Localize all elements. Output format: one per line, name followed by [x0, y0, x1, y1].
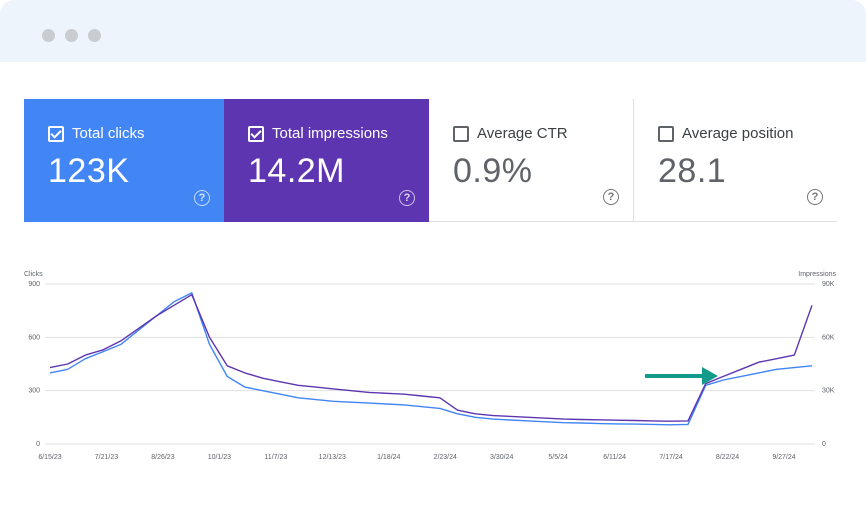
x-tick-label: 9/27/24	[772, 454, 795, 461]
x-tick-label: 12/13/23	[319, 454, 346, 461]
x-tick-label: 3/30/24	[490, 454, 513, 461]
clicks-series-line	[49, 292, 813, 426]
checkbox-checked-icon[interactable]	[48, 125, 64, 142]
metric-label: Average CTR	[477, 125, 568, 142]
metric-value: 14.2M	[248, 152, 345, 190]
x-tick-label: 7/21/23	[95, 454, 118, 461]
metric-card-total-impressions[interactable]: Total impressions 14.2M ?	[224, 99, 429, 222]
help-icon[interactable]: ?	[807, 189, 823, 205]
impressions-series-line	[49, 294, 813, 422]
x-tick-label: 8/22/24	[716, 454, 739, 461]
metric-label: Average position	[682, 125, 794, 142]
right-tick-label: 30K	[822, 388, 835, 395]
card-divider	[633, 99, 634, 222]
x-tick-label: 7/17/24	[659, 454, 682, 461]
help-icon[interactable]: ?	[194, 190, 210, 206]
metric-value: 0.9%	[453, 152, 533, 190]
metric-value: 123K	[48, 152, 130, 190]
right-tick-label: 90K	[822, 281, 835, 288]
left-axis-title: Clicks	[24, 271, 43, 278]
x-tick-label: 1/18/24	[377, 454, 400, 461]
x-tick-label: 6/15/23	[38, 454, 61, 461]
left-tick-label: 300	[28, 388, 40, 395]
x-tick-label: 2/23/24	[434, 454, 457, 461]
metric-label: Total impressions	[272, 125, 388, 142]
metric-value: 28.1	[658, 152, 727, 190]
window-control-dot[interactable]	[88, 29, 101, 42]
x-tick-label: 10/1/23	[208, 454, 231, 461]
right-axis-title: Impressions	[798, 271, 836, 278]
window-control-dot[interactable]	[42, 29, 55, 42]
x-tick-label: 5/5/24	[548, 454, 568, 461]
metric-card-average-ctr[interactable]: Average CTR 0.9% ?	[429, 99, 633, 222]
right-tick-label: 0	[822, 441, 826, 448]
annotation-arrow-head	[702, 367, 718, 385]
window-control-dot[interactable]	[65, 29, 78, 42]
metric-label: Total clicks	[72, 125, 145, 142]
left-tick-label: 900	[28, 281, 40, 288]
left-tick-label: 600	[28, 334, 40, 341]
metric-card-total-clicks[interactable]: Total clicks 123K ?	[24, 99, 224, 222]
checkbox-unchecked-icon[interactable]	[658, 125, 674, 142]
left-tick-label: 0	[36, 441, 40, 448]
x-tick-label: 11/7/23	[264, 454, 287, 461]
help-icon[interactable]: ?	[399, 190, 415, 206]
right-tick-label: 60K	[822, 334, 835, 341]
metric-card-average-position[interactable]: Average position 28.1 ?	[634, 99, 837, 222]
performance-chart[interactable]: Clicks Impressions 900 600 300 0 90K 60K 30K 0…	[0, 262, 866, 472]
x-tick-label: 8/26/23	[151, 454, 174, 461]
help-icon[interactable]: ?	[603, 189, 619, 205]
checkbox-checked-icon[interactable]	[248, 125, 264, 142]
checkbox-unchecked-icon[interactable]	[453, 125, 469, 142]
window-titlebar	[0, 0, 866, 62]
x-tick-label: 6/11/24	[603, 454, 626, 461]
